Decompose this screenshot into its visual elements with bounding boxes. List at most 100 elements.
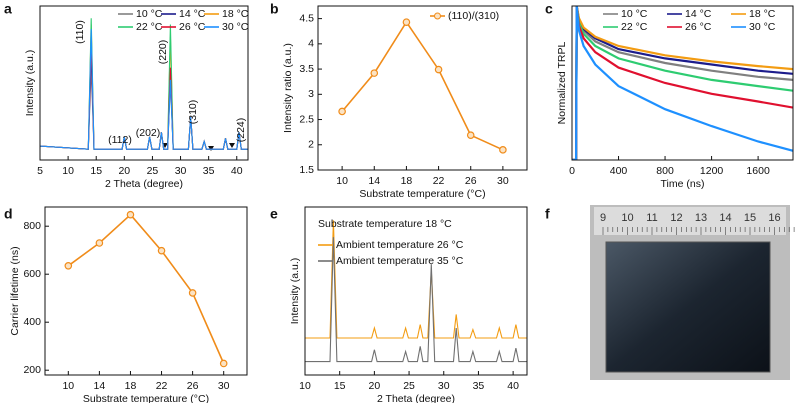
- plot-frame: [44, 206, 248, 376]
- legend-label: 22 °C: [621, 21, 648, 33]
- x-tick-label: 35: [473, 380, 485, 392]
- series-line: [67, 213, 225, 364]
- y-tick-label: 400: [23, 316, 41, 328]
- data-point: [434, 65, 443, 74]
- series-line: [572, 6, 793, 160]
- data-point: [466, 131, 475, 139]
- photo: f: [545, 205, 790, 380]
- y-tick-label: 2.5: [299, 113, 314, 125]
- y-axis-title: Intensity (a.u.): [289, 258, 301, 325]
- y-tick-label: 4.5: [299, 12, 314, 24]
- data-point: [219, 359, 228, 368]
- y-tick-label: 3: [308, 88, 314, 100]
- ruler-label: 14: [719, 212, 731, 224]
- x-tick-label: 26: [465, 175, 477, 187]
- panel: d 10 14 18 22 26 30 200 400 600 800 Substrate tempe…: [4, 206, 248, 403]
- legend-marker: [434, 12, 441, 20]
- x-tick-label: 20: [118, 165, 130, 177]
- data-point: [338, 107, 346, 116]
- legend-label: Ambient temperature 35 °C: [336, 255, 464, 267]
- series-line: [341, 20, 504, 151]
- panel-label: c: [545, 1, 553, 17]
- plot-frame: [317, 5, 528, 171]
- x-tick-label: 14: [368, 175, 380, 187]
- ruler-label: 16: [768, 212, 780, 224]
- x-axis-title: 2 Theta (degree): [377, 393, 455, 403]
- x-tick-label: 30: [497, 175, 509, 187]
- x-axis-title: Substrate temperature (°C): [359, 188, 485, 200]
- x-tick-label: 15: [334, 380, 346, 392]
- panel-label: f: [545, 206, 550, 222]
- sample: [605, 241, 771, 373]
- x-tick-label: 1200: [700, 165, 724, 177]
- legend-label: 26 °C: [685, 21, 712, 33]
- y-axis-title: Carrier lifetime (ns): [9, 246, 21, 335]
- x-tick-label: 10: [299, 380, 311, 392]
- x-tick-label: 18: [125, 380, 137, 392]
- x-tick-label: 30: [218, 380, 230, 392]
- x-tick-label: 22: [156, 380, 168, 392]
- y-tick-label: 1.5: [299, 164, 314, 176]
- data-point: [126, 210, 135, 219]
- data-point: [499, 146, 507, 154]
- legend-label: Ambient temperature 26 °C: [336, 239, 464, 251]
- panel-label: d: [4, 206, 13, 222]
- legend-label: 18 °C: [749, 8, 776, 20]
- x-tick-label: 30: [438, 380, 450, 392]
- y-tick-label: 800: [23, 220, 41, 232]
- panel: c 0 400 800 1200 1600 Time (ns) Normalized TRPL…: [545, 1, 794, 190]
- ruler-label: 13: [695, 212, 707, 224]
- panel-label: e: [270, 206, 278, 222]
- legend-label: (110)/(310): [448, 10, 499, 22]
- legend-label: 26 °C: [179, 21, 206, 33]
- x-tick-label: 10: [62, 380, 74, 392]
- peak-label: (112): [108, 134, 132, 146]
- y-axis-title: Intensity (a.u.): [24, 50, 36, 117]
- x-tick-label: 400: [610, 165, 628, 177]
- plot-frame: [304, 206, 528, 376]
- panel: e 10 15 20 25 30 35 40 2 Theta (degree) Intensity…: [270, 206, 528, 403]
- x-tick-label: 40: [231, 165, 243, 177]
- x-tick-label: 1600: [746, 165, 770, 177]
- x-tick-label: 0: [569, 165, 575, 177]
- x-tick-label: 40: [507, 380, 519, 392]
- peak-label: (310): [187, 100, 199, 125]
- data-point: [64, 261, 73, 270]
- series-line: [305, 237, 527, 363]
- peak-label: (224): [235, 118, 247, 143]
- plot-frame: [571, 5, 794, 161]
- ruler: [594, 207, 786, 235]
- data-point: [157, 246, 166, 255]
- x-tick-label: 14: [94, 380, 106, 392]
- x-tick-label: 30: [175, 165, 187, 177]
- peak-label: (110): [74, 20, 86, 44]
- x-tick-label: 10: [62, 165, 74, 177]
- y-axis-title: Normalized TRPL: [556, 42, 568, 125]
- impurity-marker: [229, 143, 235, 148]
- x-tick-label: 800: [656, 165, 674, 177]
- legend-label: 18 °C: [222, 8, 249, 20]
- ruler-label: 10: [621, 212, 633, 224]
- panel: b 10 14 18 22 26 30 1.5 2 2.5 3 3.5 4 4.5 Substrate te…: [270, 1, 528, 200]
- x-tick-label: 25: [147, 165, 159, 177]
- series-line: [40, 29, 248, 150]
- panel: a 5 10 15 20 25 30 35 40 2 Theta (degree) Intensit…: [4, 1, 249, 190]
- y-tick-label: 3.5: [299, 63, 314, 75]
- annotation: Substrate temperature 18 °C: [318, 218, 452, 230]
- impurity-marker: [208, 146, 214, 151]
- x-tick-label: 20: [369, 380, 381, 392]
- x-tick-label: 10: [336, 175, 348, 187]
- x-axis-title: 2 Theta (degree): [105, 178, 183, 190]
- legend-label: 14 °C: [179, 8, 206, 20]
- x-tick-label: 5: [37, 165, 43, 177]
- legend-label: 30 °C: [749, 21, 776, 33]
- data-point: [370, 69, 379, 77]
- peak-label: (220): [157, 40, 169, 65]
- ruler-label: 9: [600, 212, 606, 224]
- panel-label: b: [270, 1, 279, 17]
- data-point: [95, 239, 104, 247]
- y-tick-label: 600: [23, 268, 41, 280]
- plot-frame: [39, 5, 249, 161]
- x-tick-label: 35: [203, 165, 215, 177]
